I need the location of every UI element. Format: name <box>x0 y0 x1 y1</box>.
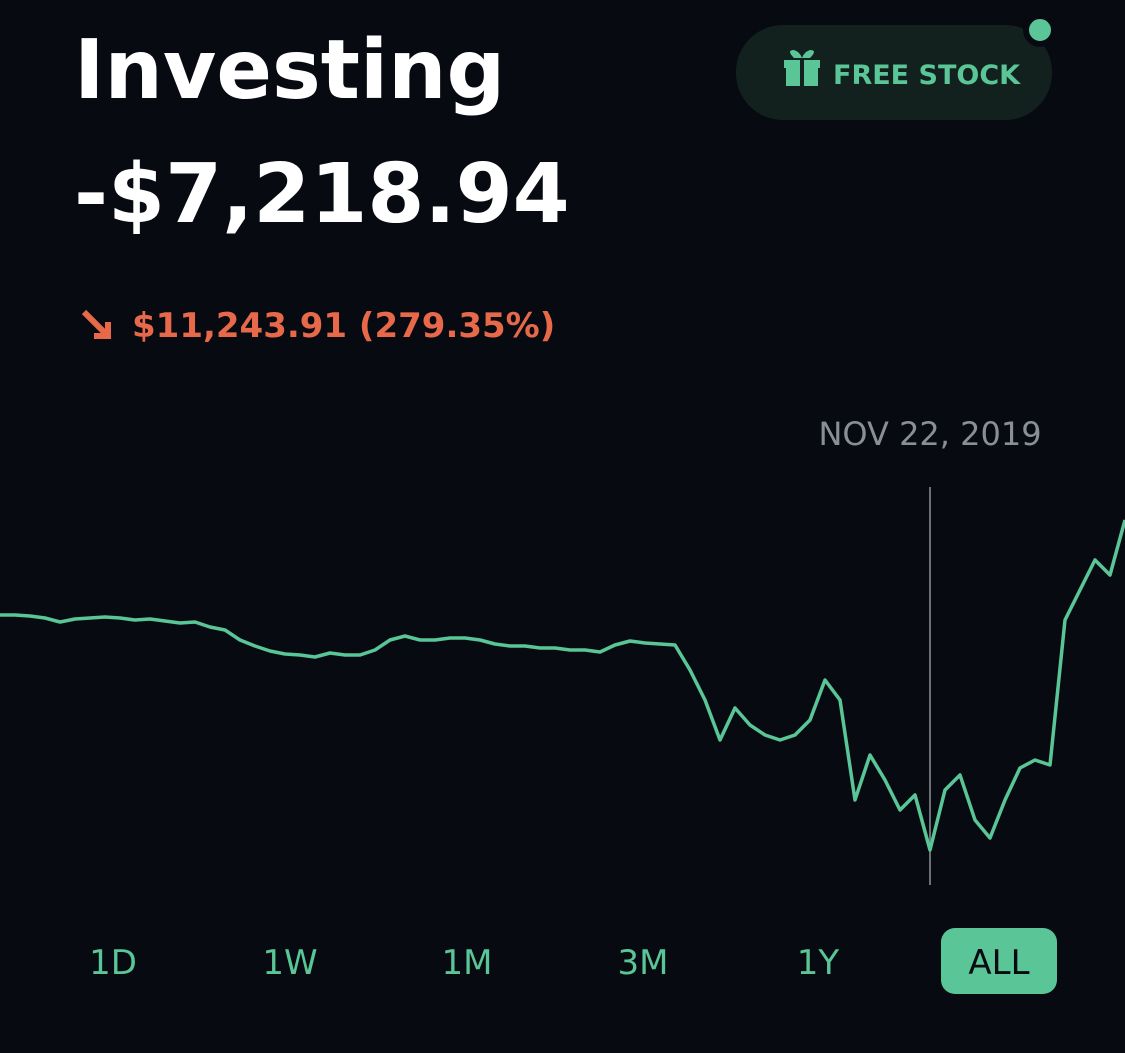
notification-dot <box>1023 13 1057 47</box>
down-arrow-icon <box>81 309 111 339</box>
portfolio-change: $11,243.91 (279.35%) <box>132 306 555 346</box>
price-line <box>0 519 1125 852</box>
range-tab[interactable]: 1W <box>262 943 317 983</box>
selected-tab-background[interactable] <box>941 928 1057 994</box>
gift-icon <box>784 50 820 86</box>
free-stock-button[interactable]: FREE STOCK <box>736 25 1052 120</box>
button-background[interactable] <box>736 25 1052 120</box>
page-title: Investing <box>74 23 505 118</box>
range-tab[interactable]: 1M <box>442 943 493 983</box>
range-tab[interactable]: 1Y <box>797 943 840 983</box>
range-tab[interactable]: 3M <box>618 943 669 983</box>
chart: NOV 22, 2019 <box>0 415 1125 885</box>
button-label[interactable]: FREE STOCK <box>833 60 1021 91</box>
range-tab[interactable]: 1D <box>89 943 137 983</box>
range-tabs: 1D 1W 1M 3M 1Y ALL <box>89 928 1057 994</box>
cursor-date: NOV 22, 2019 <box>818 415 1041 453</box>
range-tab[interactable]: ALL <box>968 943 1029 983</box>
portfolio-value: -$7,218.94 <box>74 147 570 242</box>
